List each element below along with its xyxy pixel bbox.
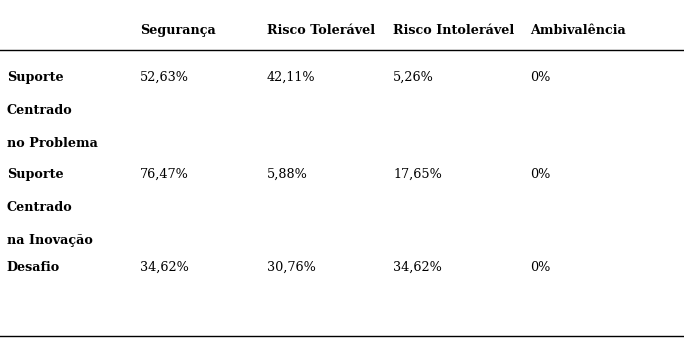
Text: Suporte: Suporte	[7, 71, 64, 84]
Text: 0%: 0%	[530, 261, 551, 274]
Text: Suporte: Suporte	[7, 168, 64, 181]
Text: 5,88%: 5,88%	[267, 168, 308, 181]
Text: 76,47%: 76,47%	[140, 168, 189, 181]
Text: 0%: 0%	[530, 168, 551, 181]
Text: 34,62%: 34,62%	[140, 261, 189, 274]
Text: Risco Tolerável: Risco Tolerável	[267, 24, 375, 37]
Text: no Problema: no Problema	[7, 137, 98, 150]
Text: 17,65%: 17,65%	[393, 168, 442, 181]
Text: na Inovação: na Inovação	[7, 234, 93, 247]
Text: 5,26%: 5,26%	[393, 71, 434, 84]
Text: 34,62%: 34,62%	[393, 261, 442, 274]
Text: 30,76%: 30,76%	[267, 261, 315, 274]
Text: Desafio: Desafio	[7, 261, 60, 274]
Text: 52,63%: 52,63%	[140, 71, 189, 84]
Text: 42,11%: 42,11%	[267, 71, 315, 84]
Text: Centrado: Centrado	[7, 201, 73, 214]
Text: Risco Intolerável: Risco Intolerável	[393, 24, 514, 37]
Text: Segurança: Segurança	[140, 24, 216, 37]
Text: 0%: 0%	[530, 71, 551, 84]
Text: Ambivalência: Ambivalência	[530, 24, 626, 37]
Text: Centrado: Centrado	[7, 104, 73, 117]
